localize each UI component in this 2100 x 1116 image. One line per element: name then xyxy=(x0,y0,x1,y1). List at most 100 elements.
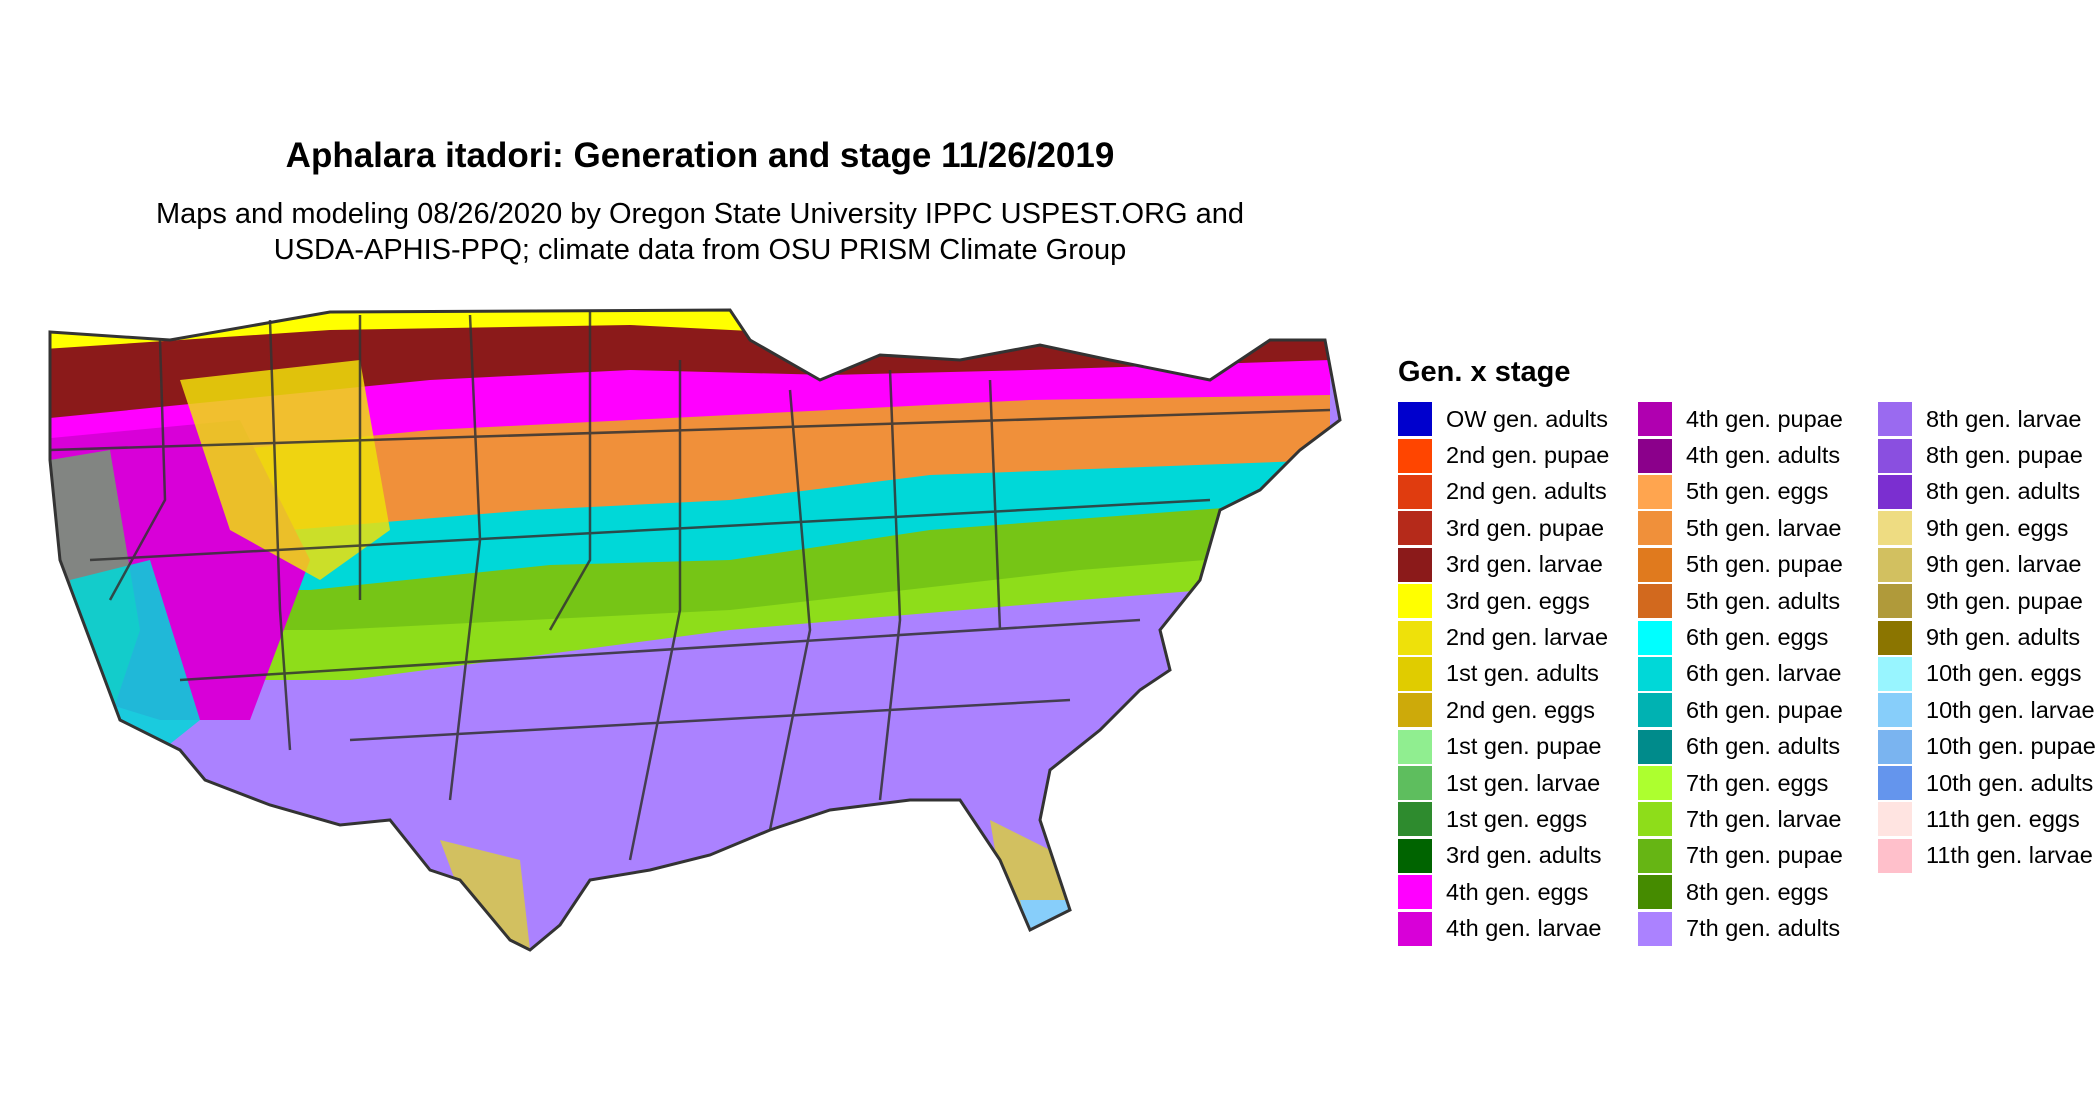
subtitle-line-2: USDA-APHIS-PPQ; climate data from OSU PR… xyxy=(273,234,1127,266)
legend-label: OW gen. adults xyxy=(1446,405,1608,432)
legend-swatch xyxy=(1878,620,1912,655)
legend-label: 10th gen. adults xyxy=(1926,769,2094,796)
legend-label: 1st gen. pupae xyxy=(1446,733,1602,760)
legend-title: Gen. x stage xyxy=(1398,356,1571,388)
legend-label: 9th gen. larvae xyxy=(1926,551,2082,578)
state-borders xyxy=(49,310,1331,861)
legend-label: 3rd gen. adults xyxy=(1446,842,1602,869)
legend-label: 6th gen. larvae xyxy=(1686,660,1842,687)
legend-item: 1st gen. eggs xyxy=(1398,801,1626,837)
legend-label: 8th gen. larvae xyxy=(1926,405,2082,432)
legend-label: 4th gen. larvae xyxy=(1446,915,1602,942)
map-subtitle: Maps and modeling 08/26/2020 by Oregon S… xyxy=(0,196,1400,268)
legend-label: 3rd gen. pupae xyxy=(1446,514,1605,541)
legend-item: 7th gen. adults xyxy=(1638,910,1866,946)
legend-label: 1st gen. adults xyxy=(1446,660,1599,687)
legend-column-3: 8th gen. larvae 8th gen. pupae 8th gen. ad… xyxy=(1878,401,2100,947)
legend-label: 6th gen. adults xyxy=(1686,733,1841,760)
legend-label: 2nd gen. pupae xyxy=(1446,442,1610,469)
legend-swatch xyxy=(1638,766,1672,801)
legend-item: 1st gen. adults xyxy=(1398,656,1626,692)
legend-swatch xyxy=(1638,474,1672,509)
legend-swatch xyxy=(1878,838,1912,873)
legend-swatch xyxy=(1638,511,1672,546)
legend-swatch xyxy=(1638,656,1672,691)
legend-swatch xyxy=(1398,438,1432,473)
legend-column-2: 4th gen. pupae 4th gen. adults 5th gen. eg… xyxy=(1638,401,1866,947)
legend-item: 8th gen. adults xyxy=(1878,474,2100,510)
legend-label: 9th gen. adults xyxy=(1926,624,2081,651)
legend-label: 5th gen. eggs xyxy=(1686,478,1829,505)
legend-swatch xyxy=(1398,511,1432,546)
legend-label: 8th gen. eggs xyxy=(1686,878,1829,905)
legend-item: 6th gen. eggs xyxy=(1638,619,1866,655)
legend-item: 2nd gen. pupae xyxy=(1398,437,1626,473)
legend-item: 7th gen. eggs xyxy=(1638,765,1866,801)
legend-label: 2nd gen. adults xyxy=(1446,478,1607,505)
legend-item: 9th gen. larvae xyxy=(1878,547,2100,583)
zone-keys xyxy=(1020,900,1070,940)
legend-swatch xyxy=(1878,693,1912,728)
legend-item: 4th gen. pupae xyxy=(1638,401,1866,437)
legend-label: 3rd gen. eggs xyxy=(1446,587,1590,614)
legend-swatch xyxy=(1398,911,1432,946)
legend-swatch xyxy=(1638,875,1672,910)
legend-item: 10th gen. larvae xyxy=(1878,692,2100,728)
legend-item: 4th gen. adults xyxy=(1638,437,1866,473)
legend-label: 7th gen. pupae xyxy=(1686,842,1843,869)
legend-item: OW gen. adults xyxy=(1398,401,1626,437)
zone-gulf-tip xyxy=(440,840,530,950)
legend-swatch xyxy=(1398,474,1432,509)
map-title: Aphalara itadori: Generation and stage 1… xyxy=(285,136,1115,175)
legend-swatch xyxy=(1638,729,1672,764)
legend-label: 7th gen. adults xyxy=(1686,915,1841,942)
legend-item: 6th gen. pupae xyxy=(1638,692,1866,728)
legend-swatch xyxy=(1878,402,1912,437)
legend-item: 2nd gen. larvae xyxy=(1398,619,1626,655)
legend-label: 6th gen. eggs xyxy=(1686,624,1829,651)
legend-label: 3rd gen. larvae xyxy=(1446,551,1603,578)
legend-label: 11th gen. eggs xyxy=(1926,805,2080,832)
legend-item: 6th gen. adults xyxy=(1638,729,1866,765)
legend-swatch xyxy=(1638,547,1672,582)
legend-item: 11th gen. eggs xyxy=(1878,801,2100,837)
legend-label: 11th gen. larvae xyxy=(1926,842,2093,869)
legend-item: 3rd gen. adults xyxy=(1398,838,1626,874)
legend-label: 4th gen. adults xyxy=(1686,442,1841,469)
zone-west-yellow xyxy=(180,360,390,580)
legend-label: 8th gen. adults xyxy=(1926,478,2081,505)
legend-item: 5th gen. eggs xyxy=(1638,474,1866,510)
legend-swatch xyxy=(1638,402,1672,437)
legend-label: 2nd gen. larvae xyxy=(1446,624,1609,651)
legend-item: 6th gen. larvae xyxy=(1638,656,1866,692)
legend-label: 5th gen. larvae xyxy=(1686,514,1842,541)
legend-item: 3rd gen. pupae xyxy=(1398,510,1626,546)
legend-swatch xyxy=(1638,620,1672,655)
legend-swatch xyxy=(1398,402,1432,437)
legend-item: 1st gen. larvae xyxy=(1398,765,1626,801)
legend-item: 9th gen. pupae xyxy=(1878,583,2100,619)
legend-label: 10th gen. pupae xyxy=(1926,733,2096,760)
zone-west-cyan xyxy=(70,560,200,760)
legend-item: 5th gen. adults xyxy=(1638,583,1866,619)
legend-label: 1st gen. eggs xyxy=(1446,805,1588,832)
legend-label: 2nd gen. eggs xyxy=(1446,696,1595,723)
legend-swatch xyxy=(1878,438,1912,473)
legend-swatch xyxy=(1878,729,1912,764)
legend-swatch xyxy=(1398,766,1432,801)
legend-item: 2nd gen. adults xyxy=(1398,474,1626,510)
legend-item: 7th gen. pupae xyxy=(1638,838,1866,874)
legend-swatch xyxy=(1398,547,1432,582)
legend-swatch xyxy=(1398,802,1432,837)
legend-item: 8th gen. pupae xyxy=(1878,437,2100,473)
legend-swatch xyxy=(1638,838,1672,873)
legend-swatch xyxy=(1638,693,1672,728)
legend-swatch xyxy=(1878,474,1912,509)
legend-item: 8th gen. larvae xyxy=(1878,401,2100,437)
legend-label: 5th gen. pupae xyxy=(1686,551,1843,578)
legend-swatch xyxy=(1398,584,1432,619)
legend-swatch xyxy=(1398,620,1432,655)
legend-label: 9th gen. pupae xyxy=(1926,587,2083,614)
legend-item: 10th gen. pupae xyxy=(1878,729,2100,765)
legend-swatch xyxy=(1638,911,1672,946)
